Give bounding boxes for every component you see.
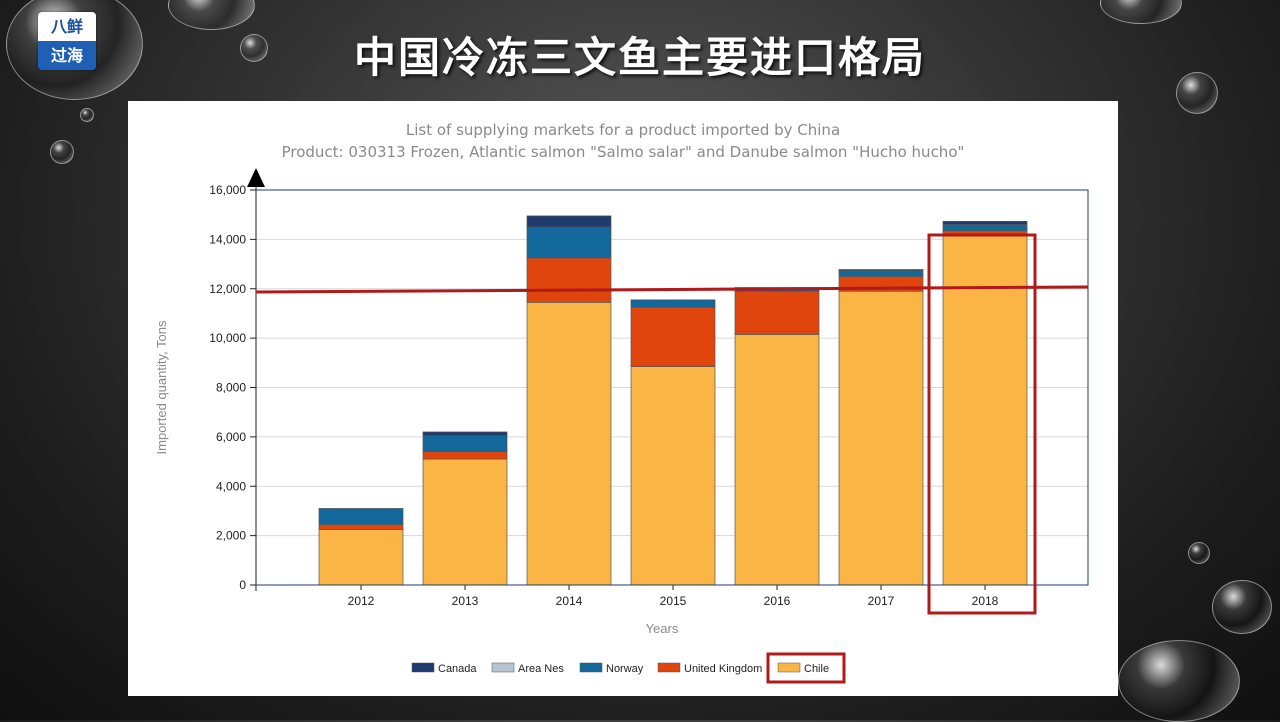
bar-segment-norway-2013: [422, 435, 508, 453]
y-tick-label: 6,000: [216, 430, 246, 444]
legend-label: Canada: [438, 663, 477, 675]
legend-swatch: [411, 662, 435, 673]
x-tick-label: 2013: [452, 594, 479, 608]
bar-segment-norway-2017: [838, 269, 924, 277]
bar-segment-norway-2015: [630, 299, 716, 308]
bar-segment-chile-2013: [422, 458, 508, 586]
bar-segment-chile-2017: [838, 290, 924, 586]
water-drop-decoration: [240, 34, 268, 62]
bar-segment-canada-2016: [734, 287, 820, 290]
legend-label: United Kingdom: [684, 663, 762, 675]
water-drop-decoration: [1188, 542, 1210, 564]
legend-label: Chile: [804, 663, 829, 675]
x-tick-label: 2015: [660, 594, 687, 608]
water-drop-decoration: [1212, 580, 1272, 634]
legend-swatch: [579, 662, 603, 673]
brand-logo: 八鲜 过海: [38, 12, 96, 70]
bar-segment-united-kingdom-2014: [526, 257, 612, 303]
bar-segment-norway-2012: [318, 508, 404, 525]
legend: Canada Area Nes Norway United Kingdom Chile: [411, 662, 829, 675]
water-drop-decoration: [1100, 0, 1182, 24]
stacked-bar-chart: List of supplying markets for a product …: [154, 121, 1089, 684]
x-axis-label: Years: [646, 621, 679, 636]
y-tick-label: 14,000: [209, 232, 246, 246]
highlight-box-2018: [927, 233, 1037, 615]
bar-segment-canada-2018: [942, 221, 1028, 225]
x-tick-label: 2012: [348, 594, 375, 608]
bar-segment-chile-2012: [318, 529, 404, 586]
water-drop-decoration: [1176, 72, 1218, 114]
bar-segment-united-kingdom-2017: [838, 276, 924, 292]
x-tick-label: 2014: [556, 594, 583, 608]
water-drop-decoration: [50, 140, 74, 164]
bar-segment-canada-2013: [422, 431, 508, 436]
bar-segment-united-kingdom-2016: [734, 290, 820, 335]
legend-highlight-chile: [766, 652, 846, 684]
bar-segment-norway-2018: [942, 224, 1028, 232]
legend-label: Area Nes: [518, 663, 564, 675]
logo-bottom-text: 过海: [38, 41, 96, 70]
y-tick-label: 2,000: [216, 529, 246, 543]
y-tick-label: 16,000: [209, 183, 246, 197]
chart-title: List of supplying markets for a product …: [406, 121, 840, 139]
y-tick-label: 4,000: [216, 479, 246, 493]
x-tick-label: 2018: [972, 594, 999, 608]
water-drop-decoration: [80, 108, 94, 122]
bar-segment-chile-2014: [526, 301, 612, 586]
x-tick-label: 2016: [764, 594, 791, 608]
bar-segment-united-kingdom-2012: [318, 524, 404, 530]
legend-swatch: [491, 662, 515, 673]
y-tick-label: 10,000: [209, 331, 246, 345]
y-tick-label: 12,000: [209, 282, 246, 296]
bar-segment-united-kingdom-2013: [422, 451, 508, 460]
legend-swatch: [657, 662, 681, 673]
bar-segment-chile-2018: [942, 235, 1028, 586]
bar-segment-united-kingdom-2015: [630, 306, 716, 367]
x-axis-ticks: 2012 2013 2014 2015 2016 2017 2018: [348, 585, 999, 608]
legend-swatch: [777, 662, 801, 673]
y-tick-label: 8,000: [216, 381, 246, 395]
water-drop-decoration: [1118, 640, 1240, 722]
logo-top-text: 八鲜: [38, 12, 96, 41]
y-axis-ticks: 0 2,000 4,000 6,000 8,000 10,000 12,000 14,000 1…: [209, 183, 256, 592]
legend-label: Norway: [606, 663, 644, 675]
bar-segment-chile-2015: [630, 366, 716, 586]
bar-segment-norway-2014: [526, 226, 612, 259]
bar-segment-canada-2017: [838, 269, 924, 271]
slide-title: 中国冷冻三文鱼主要进口格局: [353, 33, 926, 82]
chart-subtitle: Product: 030313 Frozen, Atlantic salmon …: [282, 143, 965, 161]
y-axis-label: Imported quantity, Tons: [154, 320, 169, 454]
bar-segment-canada-2014: [526, 215, 612, 228]
bars: [318, 215, 1028, 586]
bar-segment-chile-2016: [734, 334, 820, 586]
x-tick-label: 2017: [868, 594, 895, 608]
y-axis-arrow-icon: [247, 168, 265, 187]
chart-panel: List of supplying markets for a product …: [128, 101, 1118, 696]
y-tick-label: 0: [239, 578, 246, 592]
